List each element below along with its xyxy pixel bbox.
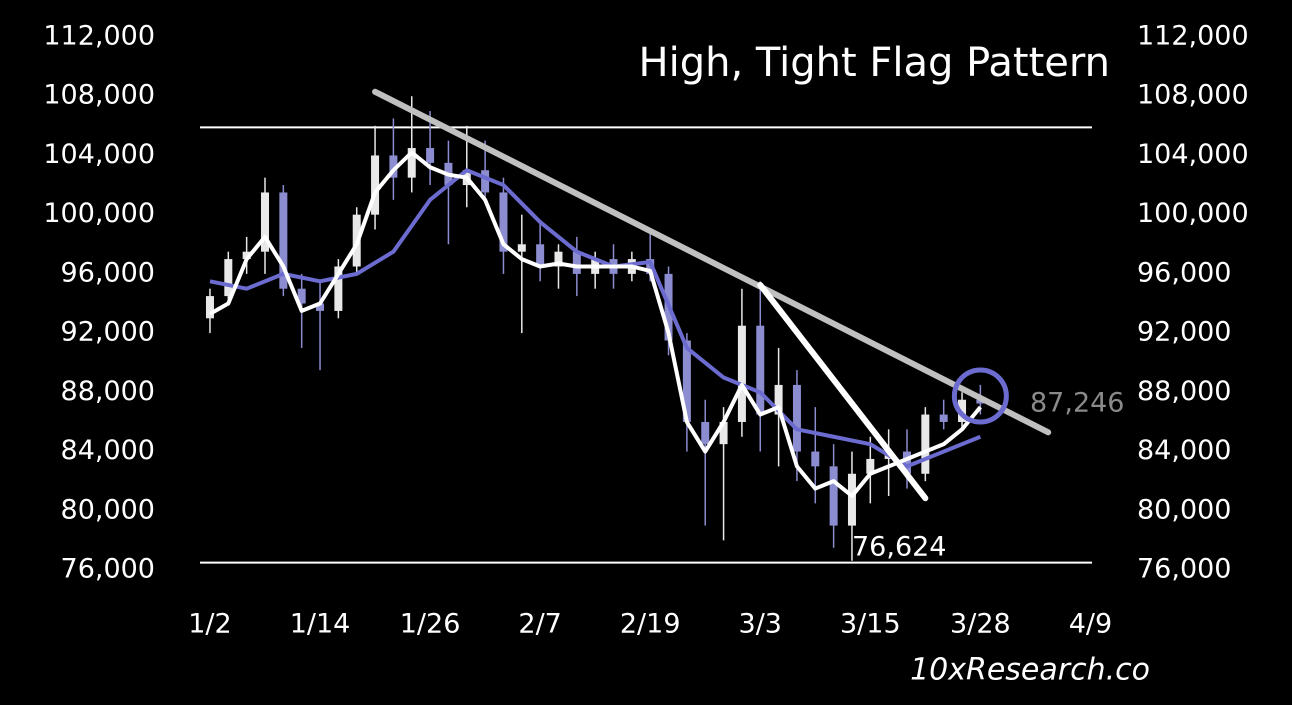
candle-body <box>921 414 930 474</box>
y-tick-label: 96,000 <box>61 257 155 288</box>
y-tick-label: 104,000 <box>43 139 155 170</box>
candle-body <box>829 466 838 526</box>
candle-body <box>536 244 545 267</box>
y-tick-label: 92,000 <box>61 317 155 348</box>
candle-body <box>737 325 746 422</box>
candle-body <box>701 421 710 445</box>
trend-line <box>757 281 929 502</box>
y-tick-label: 100,000 <box>43 198 155 229</box>
candle-body <box>261 192 269 252</box>
trend-line <box>372 88 1052 436</box>
y-tick-label: 80,000 <box>61 494 155 525</box>
chart-title: High, Tight Flag Pattern <box>639 40 1110 86</box>
watermark: 10xResearch.co <box>910 653 1150 688</box>
y2-tick-label: 108,000 <box>1137 80 1249 111</box>
candle-body <box>939 414 948 422</box>
candle-body <box>903 451 911 474</box>
candle-body <box>682 340 691 422</box>
candle-body <box>389 155 398 178</box>
candle-body <box>719 421 728 445</box>
candle-body <box>481 170 490 193</box>
candle-body <box>976 399 985 404</box>
candle-body <box>297 288 306 304</box>
candle-body <box>847 473 856 526</box>
candle-body <box>205 296 214 319</box>
annotation: 76,624 <box>852 532 946 563</box>
x-tick-label: 1/2 <box>188 609 231 640</box>
y2-tick-label: 76,000 <box>1137 554 1231 585</box>
candle-body <box>517 244 526 252</box>
x-tick-label: 2/19 <box>620 609 681 640</box>
candle-body <box>572 251 581 274</box>
x-tick-label: 4/9 <box>1069 609 1112 640</box>
x-tick-label: 3/28 <box>950 609 1011 640</box>
y-tick-label: 112,000 <box>43 21 155 52</box>
candle-body <box>407 148 416 178</box>
x-tick-label: 3/3 <box>739 609 782 640</box>
y2-tick-label: 104,000 <box>1137 139 1249 170</box>
x-tick-label: 1/26 <box>400 609 461 640</box>
candle-body <box>792 384 801 452</box>
y2-tick-label: 88,000 <box>1137 376 1231 407</box>
y2-tick-label: 84,000 <box>1137 435 1231 466</box>
candle-body <box>774 384 783 415</box>
candle-body <box>426 148 435 163</box>
y2-tick-label: 96,000 <box>1137 257 1231 288</box>
candle-body <box>756 325 765 415</box>
moving-average <box>208 150 982 498</box>
y-tick-label: 76,000 <box>61 554 155 585</box>
candle-body <box>811 451 820 467</box>
y2-tick-label: 112,000 <box>1137 21 1249 52</box>
annotation: 87,246 <box>1030 388 1124 419</box>
candle-body <box>499 192 508 252</box>
y-tick-label: 84,000 <box>61 435 155 466</box>
candle-body <box>224 259 233 297</box>
y-tick-label: 108,000 <box>43 80 155 111</box>
candle-body <box>371 155 380 215</box>
y2-tick-label: 80,000 <box>1137 494 1231 525</box>
candle-body <box>866 458 875 474</box>
candle-body <box>242 251 251 260</box>
x-tick-label: 3/15 <box>840 609 901 640</box>
candle-body <box>334 266 343 311</box>
x-tick-label: 2/7 <box>518 609 561 640</box>
candle-body <box>554 251 563 267</box>
highlight-circle <box>951 367 1009 425</box>
x-tick-label: 1/14 <box>290 609 351 640</box>
y-tick-label: 88,000 <box>61 376 155 407</box>
candle-body <box>279 192 288 289</box>
y2-tick-label: 100,000 <box>1137 198 1249 229</box>
candle-body <box>316 303 325 311</box>
y2-tick-label: 92,000 <box>1137 317 1231 348</box>
